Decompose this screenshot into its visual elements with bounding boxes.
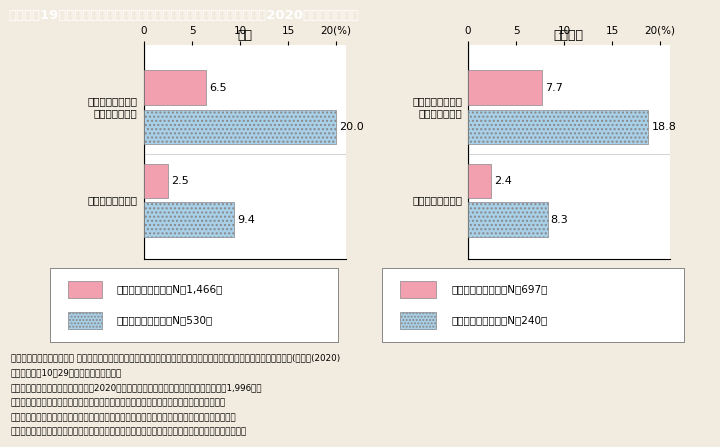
Bar (144, 164, 168, 198)
Bar (468, 71, 542, 105)
Text: 20.0: 20.0 (339, 122, 364, 132)
Text: 公共料金等の滞納: 公共料金等の滞納 (88, 195, 138, 205)
Bar (144, 110, 336, 144)
Bar (468, 202, 548, 237)
Text: 「家での食費」の
切詰めに転じた: 「家での食費」の 切詰めに転じた (412, 97, 462, 118)
Text: ３．「収入減」とは，通常月に比べて直近月の月収が１割以上減少したことを指す。: ３．「収入減」とは，通常月に比べて直近月の月収が１割以上減少したことを指す。 (11, 398, 226, 407)
FancyBboxPatch shape (68, 282, 102, 298)
Text: 7.7: 7.7 (545, 83, 562, 93)
Text: 2.4: 2.4 (494, 176, 512, 186)
Text: ５．「公共料金等」にガス・水道・電気・電話料金，家賃，住宅ローン，その他債務を含む。: ５．「公共料金等」にガス・水道・電気・電話料金，家賃，住宅ローン，その他債務を含… (11, 428, 247, 437)
Text: ２．集計対象者は，令和２（2020）年４月１日時点で民間企業で働く女性会社員1,996人。: ２．集計対象者は，令和２（2020）年４月１日時点で民間企業で働く女性会社員1,… (11, 384, 262, 392)
Text: 女性の収入減あり（N＝240）: 女性の収入減あり（N＝240） (451, 316, 547, 325)
Text: 年10月29日）より引用・作成。: 年10月29日）より引用・作成。 (11, 369, 122, 378)
Text: 9.4: 9.4 (237, 215, 255, 224)
Text: 「家での食費」の
切詰めに転じた: 「家での食費」の 切詰めに転じた (88, 97, 138, 118)
Text: 公共料金等の滞納: 公共料金等の滞納 (412, 195, 462, 205)
Bar (468, 164, 491, 198)
Text: 女性の収入減なし（N＝1,466）: 女性の収入減なし（N＝1,466） (117, 285, 223, 295)
Text: （備考）１．独立行政法人 労働政策研究・研修機構「第３回コロナ下の女性への影響と課題に関する研究会　資料２」(令和２(2020): （備考）１．独立行政法人 労働政策研究・研修機構「第３回コロナ下の女性への影響と… (11, 354, 340, 363)
Text: 女性の収入減なし（N＝697）: 女性の収入減なし（N＝697） (451, 285, 547, 295)
Text: 8.3: 8.3 (551, 215, 568, 224)
Text: 有配偶者: 有配偶者 (554, 30, 584, 42)
FancyBboxPatch shape (400, 282, 436, 298)
Bar (468, 110, 649, 144)
Bar (144, 71, 207, 105)
FancyBboxPatch shape (68, 312, 102, 329)
Text: 18.8: 18.8 (652, 122, 676, 132)
Text: Ｉ－特－19図　女性の収入減少の有無別，家計のひっ迫度（令和２（2020）年８月調査）: Ｉ－特－19図 女性の収入減少の有無別，家計のひっ迫度（令和２（2020）年８月… (9, 8, 360, 22)
Text: 6.5: 6.5 (210, 83, 227, 93)
FancyBboxPatch shape (400, 312, 436, 329)
Text: 2.5: 2.5 (171, 176, 189, 186)
Text: ４．「切詰めに転じた」とは，通常月は切詰めなし，直近月は切詰めありの場合を指す。: ４．「切詰めに転じた」とは，通常月は切詰めなし，直近月は切詰めありの場合を指す。 (11, 413, 236, 422)
Text: 女性の収入減あり（N＝530）: 女性の収入減あり（N＝530） (117, 316, 213, 325)
Bar (144, 202, 234, 237)
Text: 全体: 全体 (238, 30, 252, 42)
